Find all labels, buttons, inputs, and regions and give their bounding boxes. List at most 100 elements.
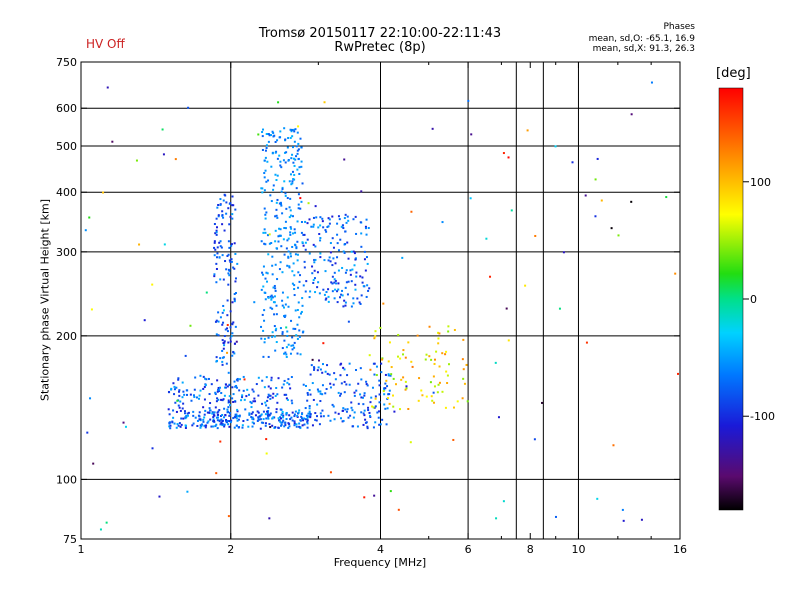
data-point [304, 220, 307, 223]
data-point [303, 423, 306, 426]
data-point [316, 271, 319, 274]
data-point [282, 159, 285, 162]
data-point [287, 378, 290, 381]
data-point [383, 388, 386, 391]
data-point [226, 327, 229, 330]
data-point [216, 419, 219, 422]
data-point [329, 251, 332, 254]
data-point [293, 413, 296, 416]
data-point [351, 268, 354, 271]
data-point [318, 423, 321, 426]
data-point [367, 289, 370, 292]
data-point [289, 226, 292, 229]
data-point [288, 266, 291, 269]
data-point [179, 400, 182, 403]
data-point [278, 202, 281, 205]
data-point [257, 394, 260, 397]
data-point [233, 298, 236, 301]
data-point [283, 339, 286, 342]
data-point [222, 304, 225, 307]
data-point [205, 424, 208, 427]
data-point [339, 374, 342, 377]
data-point [394, 383, 397, 386]
data-point [232, 400, 235, 403]
data-point [352, 416, 355, 419]
data-point [341, 224, 344, 227]
data-point [229, 421, 232, 424]
data-point [227, 272, 230, 275]
data-point [176, 423, 179, 426]
data-point [353, 394, 356, 397]
data-point [401, 256, 404, 259]
data-point [298, 329, 301, 332]
data-point [377, 410, 380, 413]
data-point [364, 227, 367, 230]
data-point [270, 298, 273, 301]
data-point [232, 393, 235, 396]
data-point [184, 412, 187, 415]
data-point [617, 234, 620, 237]
data-point [204, 384, 207, 387]
data-point [324, 298, 327, 301]
data-point [300, 231, 303, 234]
data-point [218, 389, 221, 392]
data-point [239, 378, 242, 381]
data-point [420, 389, 423, 392]
data-point [235, 415, 238, 418]
data-point [228, 246, 231, 249]
data-point [297, 411, 300, 414]
data-point [325, 230, 328, 233]
data-point [203, 424, 206, 427]
data-point [296, 152, 299, 155]
data-point [402, 349, 405, 352]
data-point [343, 380, 346, 383]
data-point [203, 398, 206, 401]
data-point [432, 391, 435, 394]
data-point [175, 410, 178, 413]
data-point [241, 394, 244, 397]
data-point [213, 223, 216, 226]
data-point [280, 190, 283, 193]
data-point [339, 417, 342, 420]
data-point [187, 106, 190, 109]
data-point [189, 324, 192, 327]
data-point [362, 285, 365, 288]
data-point [339, 238, 342, 241]
data-point [287, 305, 290, 308]
data-point [229, 340, 232, 343]
data-point [368, 287, 371, 290]
data-point [275, 201, 278, 204]
data-point [507, 156, 510, 159]
data-point [279, 234, 282, 237]
data-point [236, 408, 239, 411]
data-point [263, 319, 266, 322]
data-point [291, 215, 294, 218]
data-point [444, 353, 447, 356]
data-point [251, 417, 254, 420]
data-point [317, 359, 320, 362]
data-point [215, 423, 218, 426]
data-point [445, 350, 448, 353]
data-point [324, 392, 327, 395]
data-point [328, 373, 331, 376]
data-point [387, 360, 390, 363]
data-point [260, 325, 263, 328]
data-point [287, 237, 290, 240]
data-point [262, 128, 265, 131]
data-point [344, 286, 347, 289]
data-point [178, 394, 181, 397]
data-point [368, 411, 371, 414]
data-point [294, 128, 297, 131]
data-point [175, 386, 178, 389]
data-point [274, 140, 277, 143]
data-point [222, 347, 225, 350]
data-point [365, 256, 368, 259]
data-point [275, 386, 278, 389]
data-point [284, 314, 287, 317]
data-point [282, 383, 285, 386]
data-point [258, 418, 261, 421]
data-point [220, 418, 223, 421]
data-point [195, 396, 198, 399]
data-point [172, 416, 175, 419]
data-point [327, 217, 330, 220]
